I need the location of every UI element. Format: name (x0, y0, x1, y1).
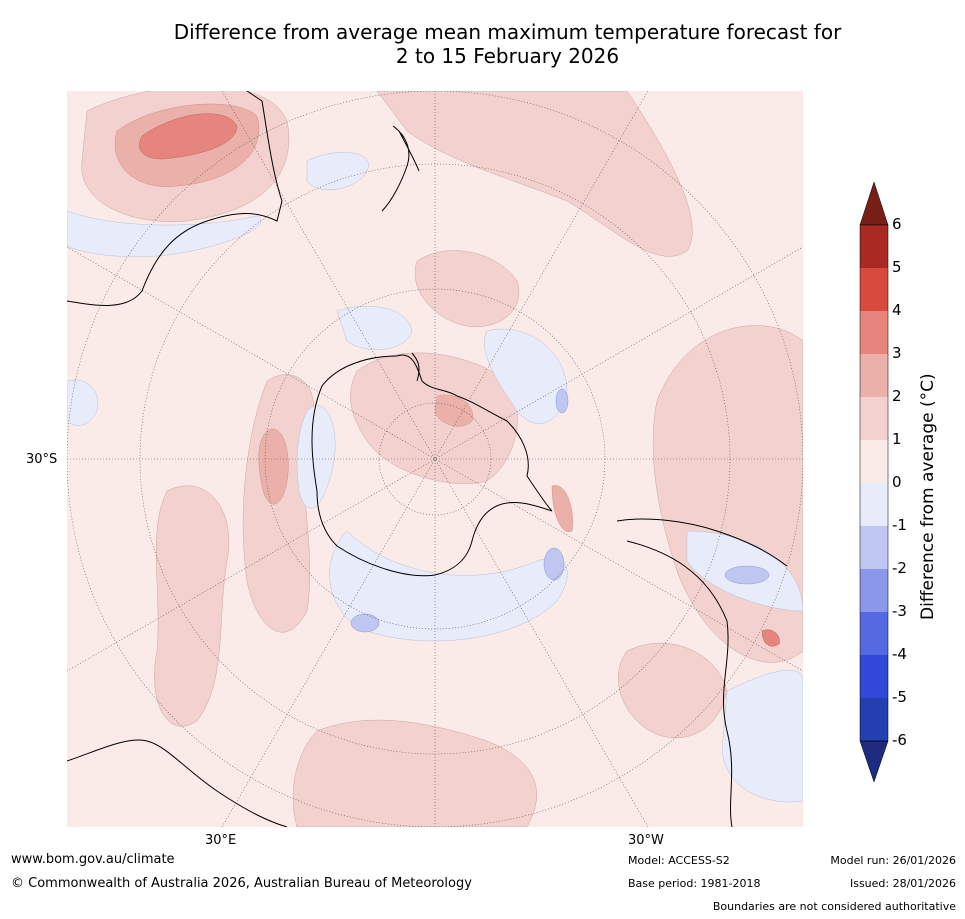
colorbar-tick: -4 (892, 645, 907, 663)
colorbar-tick: -2 (892, 559, 907, 577)
title-line-1: Difference from average mean maximum tem… (173, 20, 842, 44)
meridian-30w (221, 91, 649, 827)
colorbar-outline (859, 224, 889, 742)
warm-region-strong-east (551, 485, 573, 532)
colorbar-extend-high (859, 182, 889, 226)
bin-2-to-3 (860, 354, 888, 397)
cool-region-strong-north-east (555, 388, 569, 414)
bin-minus4-to-minus3 (860, 612, 888, 655)
bin-1-to-2 (860, 397, 888, 440)
meridian-60w (67, 246, 803, 672)
cool-region-north-centre (336, 305, 413, 350)
bin-minus1-to-0 (860, 483, 888, 526)
colorbar-tick: 1 (892, 430, 902, 448)
cool-region-strong-south (350, 613, 380, 633)
warm-region-peak-north-west (139, 113, 238, 160)
lon-label-30e: 30°E (205, 833, 237, 848)
colorbar (859, 182, 889, 782)
cool-region-north-east (484, 328, 568, 424)
cool-region-west-small (67, 379, 99, 426)
bin-4-to-5 (860, 268, 888, 311)
cool-region-north (306, 152, 369, 190)
bin-minus6-to-minus5 (860, 698, 888, 741)
footer-disclaimer: Boundaries are not considered authoritat… (712, 900, 956, 913)
colorbar-label: Difference from average (°C) (918, 373, 938, 620)
colorbar-tick: -1 (892, 516, 907, 534)
lat-label-30s: 30°S (26, 452, 58, 467)
footer-base-period: Base period: 1981-2018 (628, 877, 761, 890)
bin-3-to-4 (860, 311, 888, 354)
colorbar-extend-low (859, 740, 889, 782)
australia-coastline (67, 91, 283, 306)
meridian-30e (221, 91, 649, 827)
bin-0-to-1 (860, 440, 888, 483)
colorbar-tick: -5 (892, 688, 907, 706)
title-line-2: 2 to 15 February 2026 (395, 44, 620, 68)
bin-minus2-to-minus1 (860, 526, 888, 569)
footer-issued: Issued: 28/01/2026 (849, 877, 956, 890)
warm-region-south (292, 719, 537, 827)
cool-region-strong-east (724, 565, 770, 585)
colorbar-label-raw: Difference from average ($^\circ$C) (0, 0, 1, 1)
cool-region-strong-south-east (543, 547, 565, 581)
warm-region-strong-west (258, 428, 289, 505)
africa-coastline (67, 739, 288, 827)
colorbar-tick: 6 (892, 215, 902, 233)
anomaly-map (67, 91, 803, 827)
lon-label-30w: 30°W (628, 833, 664, 848)
colorbar-tick: 4 (892, 301, 902, 319)
warm-region-north-centre (414, 250, 520, 328)
colorbar-tick: -6 (892, 731, 907, 749)
warm-region-north (376, 91, 693, 257)
bin-5-to-6 (860, 225, 888, 268)
footer-copyright: © Commonwealth of Australia 2026, Austra… (11, 876, 472, 891)
footer-model: Model: ACCESS-S2 (628, 854, 730, 867)
warm-region-peak-south-east (761, 629, 780, 647)
chart-title: Difference from average mean maximum tem… (60, 20, 955, 68)
antarctica-coastline (311, 354, 553, 577)
colorbar-tick: 5 (892, 258, 902, 276)
cool-region-antarctic-ring (329, 530, 568, 642)
warm-region-south-west (154, 485, 230, 727)
colorbar-tick: 0 (892, 473, 902, 491)
bin-minus5-to-minus4 (860, 655, 888, 698)
colorbar-tick: 2 (892, 387, 902, 405)
colorbar-tick: 3 (892, 344, 902, 362)
cool-region-inner (296, 405, 336, 509)
colorbar-bins (860, 225, 888, 741)
warm-region-strong-centre (434, 394, 473, 427)
meridian-60e (67, 246, 803, 672)
bin-minus3-to-minus2 (860, 569, 888, 612)
cool-region-west (67, 210, 262, 257)
south-america-coastline (616, 518, 788, 827)
footer-model-run: Model run: 26/01/2026 (830, 854, 956, 867)
warm-region-west (242, 374, 314, 633)
footer-url: www.bom.gov.au/climate (11, 852, 175, 867)
new-zealand-coastline (381, 125, 420, 212)
colorbar-tick: -3 (892, 602, 907, 620)
antarctic-peninsula-coastline (411, 352, 420, 382)
